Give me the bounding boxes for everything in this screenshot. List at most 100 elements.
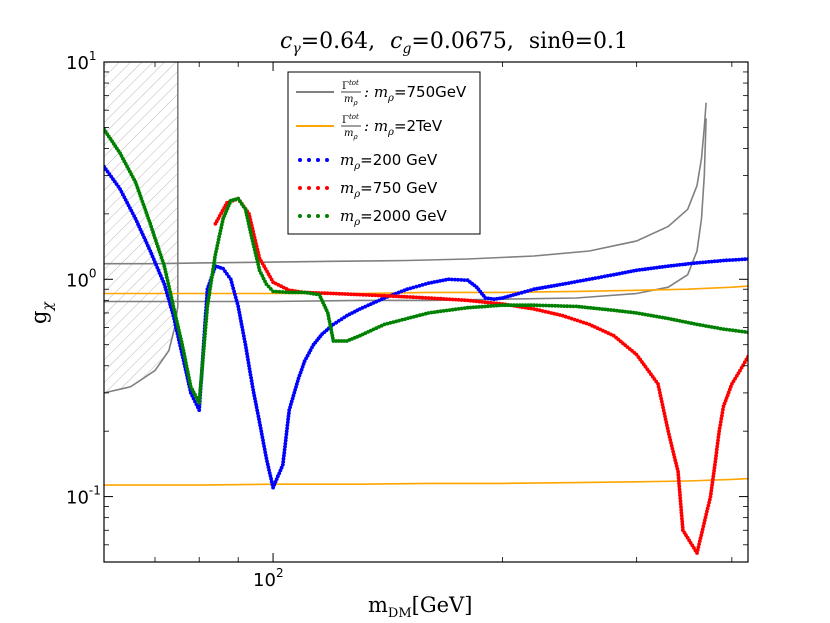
data-point <box>456 307 461 311</box>
data-point <box>296 290 301 295</box>
data-point <box>420 283 425 287</box>
data-point <box>248 227 252 232</box>
data-point <box>426 281 431 285</box>
data-point <box>400 317 404 322</box>
data-point <box>679 505 683 509</box>
data-point <box>206 298 211 303</box>
data-point <box>443 277 448 282</box>
data-point <box>462 298 467 303</box>
data-point <box>706 324 711 329</box>
data-point <box>727 258 732 262</box>
legend-dot-swatch <box>307 214 311 218</box>
data-point <box>603 307 608 312</box>
data-point <box>709 325 714 329</box>
data-point <box>560 313 565 318</box>
data-point <box>417 313 422 318</box>
data-point <box>444 308 449 313</box>
data-point <box>213 255 217 260</box>
data-point <box>202 337 207 342</box>
data-point <box>204 319 209 324</box>
data-point <box>446 277 451 282</box>
data-point <box>614 308 619 313</box>
data-point <box>281 459 286 464</box>
data-point <box>186 372 191 377</box>
data-point <box>657 315 662 319</box>
data-point <box>246 360 251 365</box>
data-point <box>572 280 577 284</box>
data-point <box>711 471 716 476</box>
data-point <box>477 305 482 309</box>
data-point <box>593 276 598 280</box>
data-point <box>199 370 204 375</box>
data-point <box>697 542 701 546</box>
data-point <box>597 306 602 311</box>
data-point <box>245 351 249 356</box>
data-point <box>308 348 313 353</box>
curve-line-0 <box>104 102 707 265</box>
data-point <box>180 345 185 350</box>
data-point <box>252 245 256 249</box>
data-point <box>558 313 562 317</box>
data-point <box>252 393 257 398</box>
data-point <box>268 287 273 291</box>
legend-dot-swatch <box>325 186 329 190</box>
data-point <box>432 310 437 314</box>
data-point <box>326 313 331 318</box>
data-point <box>339 339 344 343</box>
data-point <box>535 303 539 308</box>
legend-entry-2: mρ=200 GeV <box>298 151 438 172</box>
data-point <box>382 293 387 298</box>
data-point <box>340 292 345 296</box>
data-point <box>370 293 375 298</box>
data-point <box>438 309 443 314</box>
data-point <box>609 308 613 312</box>
data-point <box>201 352 206 357</box>
data-point <box>500 303 505 308</box>
data-point <box>692 261 696 266</box>
data-point <box>646 313 650 317</box>
curve-line-1 <box>104 118 707 303</box>
data-point <box>677 490 682 495</box>
data-point <box>503 303 508 308</box>
data-point <box>654 265 659 270</box>
data-point <box>169 295 174 300</box>
legend-dot-swatch <box>325 214 329 218</box>
data-point <box>584 321 589 326</box>
data-point <box>709 486 714 490</box>
data-point <box>182 351 187 356</box>
data-point <box>258 423 262 428</box>
data-point <box>231 286 236 291</box>
data-point <box>565 304 570 309</box>
data-point <box>660 402 665 407</box>
data-point <box>305 291 310 295</box>
data-point <box>468 305 473 310</box>
data-point <box>698 323 702 327</box>
data-point <box>520 303 525 308</box>
data-point <box>236 304 241 309</box>
data-point <box>174 316 179 321</box>
data-point <box>712 259 717 264</box>
data-point <box>588 306 593 310</box>
data-point <box>701 323 705 328</box>
data-point <box>286 417 290 422</box>
data-point <box>288 405 292 410</box>
data-point <box>277 471 282 476</box>
data-point <box>328 322 332 327</box>
data-point <box>465 305 470 310</box>
data-point <box>550 303 554 308</box>
data-point <box>494 303 499 308</box>
data-point <box>517 303 522 308</box>
data-point <box>322 291 327 296</box>
data-point <box>183 357 188 362</box>
data-point <box>292 390 297 395</box>
data-point <box>167 284 171 289</box>
data-point <box>602 274 607 279</box>
data-point <box>294 385 298 389</box>
data-point <box>214 249 218 254</box>
data-point <box>718 326 723 331</box>
data-point <box>643 312 648 317</box>
legend-dot-swatch <box>298 214 302 218</box>
data-point <box>432 296 437 301</box>
svg-text:gχ: gχ <box>27 301 56 324</box>
data-point <box>283 441 288 446</box>
